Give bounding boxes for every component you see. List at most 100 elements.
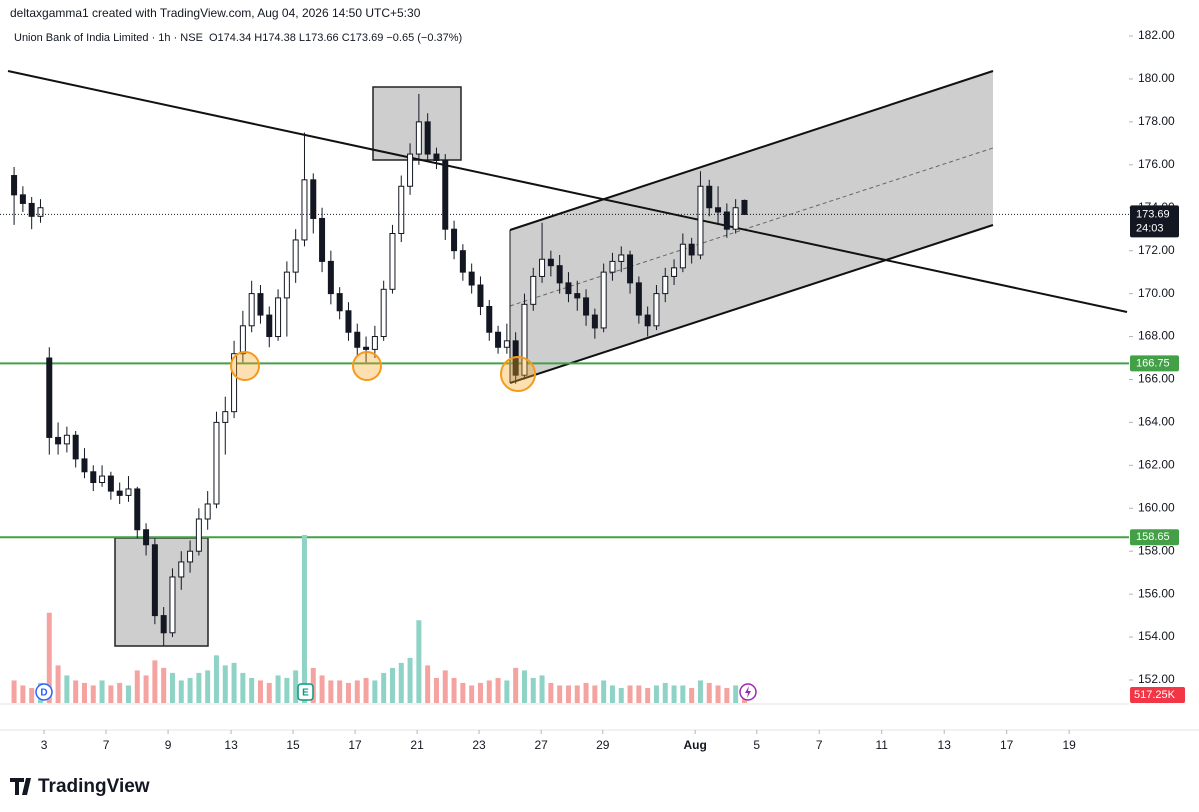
volume-bar bbox=[319, 675, 325, 703]
volume-bar bbox=[653, 685, 659, 703]
volume-bar bbox=[363, 677, 369, 703]
candle-body bbox=[116, 490, 123, 496]
y-tick-label: 164.00 bbox=[1138, 415, 1175, 429]
volume-bar bbox=[372, 680, 378, 703]
volume-bar bbox=[486, 680, 492, 703]
marker-circle bbox=[500, 356, 536, 392]
candle-body bbox=[486, 305, 493, 333]
candle-body bbox=[125, 488, 132, 496]
volume-bar bbox=[425, 665, 431, 703]
volume-bar bbox=[671, 685, 677, 703]
channel-upper bbox=[509, 70, 994, 231]
candle-body bbox=[459, 250, 466, 273]
earnings-letter: E bbox=[302, 688, 309, 699]
volume-bar bbox=[266, 682, 272, 703]
volume-bar bbox=[161, 667, 167, 703]
candle-body bbox=[319, 217, 326, 262]
plot bbox=[0, 93, 1129, 703]
candle-body bbox=[90, 471, 97, 484]
candle-body bbox=[706, 185, 713, 209]
candle-body bbox=[266, 314, 273, 338]
volume-bar bbox=[64, 675, 70, 703]
volume-bar bbox=[627, 685, 633, 703]
volume-bar bbox=[240, 672, 246, 703]
volume-bar bbox=[618, 687, 624, 703]
candle-body bbox=[292, 239, 299, 273]
volume-bar bbox=[416, 620, 422, 703]
candle-body bbox=[556, 265, 563, 284]
volume-bar bbox=[689, 687, 695, 703]
volume-bar bbox=[90, 685, 96, 703]
candle-body bbox=[257, 293, 264, 316]
volume-bar bbox=[275, 675, 281, 703]
candle-body bbox=[46, 357, 53, 438]
y-tick-label: 152.00 bbox=[1138, 672, 1175, 686]
volume-bar bbox=[724, 687, 730, 703]
candle-body bbox=[547, 258, 554, 267]
channel-mid bbox=[509, 147, 994, 307]
earnings-icon[interactable] bbox=[297, 683, 314, 701]
x-tick-label: 27 bbox=[535, 738, 549, 752]
candle-body bbox=[275, 297, 282, 338]
y-tick-label: 180.00 bbox=[1138, 71, 1175, 85]
volume-bar bbox=[152, 660, 158, 703]
candle-body bbox=[433, 153, 440, 162]
volume-bar bbox=[222, 665, 228, 703]
volume-bar bbox=[328, 680, 334, 703]
volume-bar bbox=[662, 682, 668, 703]
y-tick-label: 162.00 bbox=[1138, 458, 1175, 472]
volume-bar bbox=[504, 680, 510, 703]
volume-bar bbox=[433, 677, 439, 703]
candle-body bbox=[354, 331, 361, 348]
candle-body bbox=[151, 544, 158, 617]
volume-bar bbox=[715, 685, 721, 703]
y-tick-label: 168.00 bbox=[1138, 329, 1175, 343]
x-tick-label: 3 bbox=[41, 738, 48, 752]
candle-body bbox=[37, 207, 44, 217]
volume-bar bbox=[354, 680, 360, 703]
volume-bar bbox=[601, 680, 607, 703]
candle-body bbox=[63, 434, 70, 445]
level-label: 166.75 bbox=[1136, 357, 1170, 369]
level-tag bbox=[1130, 355, 1179, 372]
candle-body bbox=[565, 282, 572, 295]
x-tick-label: 13 bbox=[224, 738, 238, 752]
volume-tag bbox=[1130, 687, 1185, 703]
marker-circle bbox=[352, 351, 382, 381]
volume-bar bbox=[645, 687, 651, 703]
y-tick-label: 166.00 bbox=[1138, 372, 1175, 386]
channel-lower bbox=[509, 224, 994, 384]
volume-bar bbox=[521, 670, 527, 703]
volume-bar bbox=[398, 662, 404, 703]
y-tick-label: 172.00 bbox=[1138, 243, 1175, 257]
volume-bar bbox=[125, 685, 131, 703]
volume-bar bbox=[301, 535, 307, 703]
y-tick-label: 182.00 bbox=[1138, 28, 1175, 42]
candle-body bbox=[530, 275, 537, 305]
volume-bar bbox=[469, 685, 475, 703]
candle-body bbox=[503, 340, 510, 348]
volume-bar bbox=[583, 682, 589, 703]
dividend-icon[interactable] bbox=[35, 683, 53, 701]
y-tick-label: 154.00 bbox=[1138, 629, 1175, 643]
candle-body bbox=[107, 475, 114, 492]
candle-body bbox=[732, 207, 739, 230]
symbol: Union Bank of India Limited · 1h · NSE bbox=[14, 32, 203, 44]
volume-bar bbox=[557, 685, 563, 703]
attribution: deltaxgamma1 created with TradingView.co… bbox=[10, 6, 421, 20]
candle-body bbox=[134, 488, 141, 531]
candle-body bbox=[521, 303, 528, 376]
candle-body bbox=[398, 185, 405, 234]
countdown: 24:03 bbox=[1136, 222, 1164, 234]
x-tick-label: 23 bbox=[472, 738, 486, 752]
candle-body bbox=[609, 260, 616, 273]
candle-body bbox=[380, 288, 387, 338]
candle-body bbox=[591, 314, 598, 329]
candle-body bbox=[715, 207, 722, 213]
y-tick-label: 160.00 bbox=[1138, 500, 1175, 514]
candle-body bbox=[741, 199, 748, 215]
volume-bar bbox=[513, 667, 519, 703]
volume-bar bbox=[442, 670, 448, 703]
candle-body bbox=[627, 254, 634, 284]
